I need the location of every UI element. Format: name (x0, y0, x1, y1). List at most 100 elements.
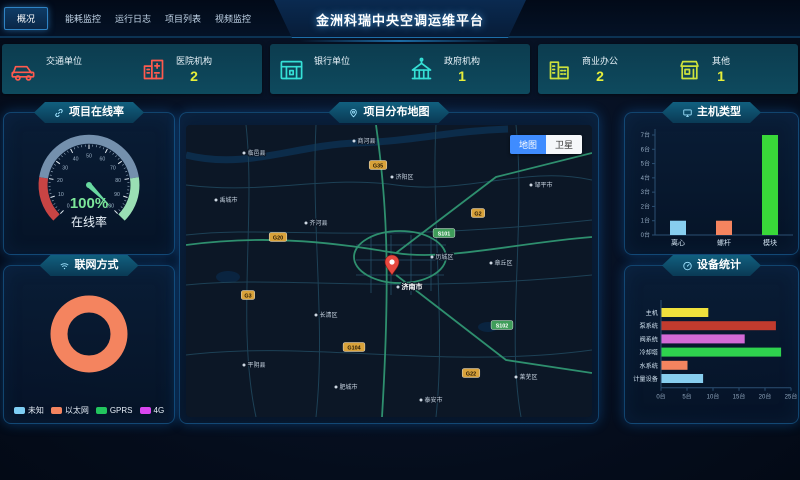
road-badge-G35: G35 (368, 160, 387, 170)
map-place-章丘区: 章丘区 (489, 258, 514, 268)
legend-swatch (13, 407, 25, 414)
svg-text:1台: 1台 (641, 217, 650, 225)
map-place-济阳区: 济阳区 (390, 172, 415, 182)
map-place-长清区: 长清区 (314, 310, 339, 320)
stat-value: 1 (458, 68, 466, 84)
svg-text:20: 20 (57, 178, 63, 184)
nav-tab-1[interactable]: 概况 (4, 6, 49, 30)
svg-text:10台: 10台 (707, 393, 720, 401)
gauge-needle (87, 183, 112, 208)
network-donut-chart (50, 295, 128, 373)
map-pin-icon (349, 108, 359, 118)
stat-card-1: 交通单位 医院机构 2 (2, 44, 262, 94)
legend-item-GPRS[interactable]: GPRS (95, 405, 133, 416)
svg-text:25台: 25台 (785, 393, 798, 401)
road-badge-G20: G20 (268, 232, 287, 242)
wifi-icon (60, 261, 70, 271)
svg-text:S102: S102 (496, 323, 509, 329)
panel-online-rate: 项目在线率 0 10 20 30 40 50 60 70 80 90 100 100% 在线率 (3, 112, 175, 255)
link-icon (54, 108, 64, 118)
legend-label: 以太网 (64, 406, 89, 415)
legend-label: GPRS (109, 406, 133, 415)
legend-label: 4G (153, 406, 165, 415)
gauge-caption: 在线率 (71, 214, 107, 229)
map-place-济南市: 济南市 (396, 281, 424, 292)
nav-tabs: 概况 能耗监控 运行日志 项目列表 视频监控 (4, 0, 258, 36)
nav-tab-4[interactable]: 项目列表 (165, 13, 202, 24)
road-badge-S102: S102 (490, 320, 514, 330)
svg-text:30: 30 (62, 165, 68, 171)
legend-item-未知[interactable]: 未知 (13, 405, 44, 416)
svg-text:G3: G3 (244, 293, 251, 299)
map-place-禹城市: 禹城市 (214, 195, 239, 205)
hospital-icon (140, 56, 167, 83)
stat-cards: 交通单位 医院机构 2 银行单位 政府机构 1 商业办公 2 其他 1 (2, 44, 798, 94)
device-bar-计量设备 (661, 374, 704, 383)
nav-tab-3[interactable]: 运行日志 (115, 13, 152, 24)
legend-item-以太网[interactable]: 以太网 (50, 405, 89, 416)
map-minor-roads (186, 125, 592, 417)
svg-text:10: 10 (58, 192, 64, 198)
map-place-邹平市: 邹平市 (529, 180, 554, 190)
monitor-icon (682, 108, 692, 118)
title-underline (300, 40, 500, 42)
svg-text:5台: 5台 (682, 393, 691, 401)
host-category-label: 模块 (763, 238, 777, 247)
panel-network-type: 联网方式 未知 以太网 GPRS 4G (3, 265, 175, 424)
map-layer-button-卫星[interactable]: 卫星 (545, 135, 582, 154)
svg-text:0台: 0台 (641, 231, 650, 239)
svg-text:6台: 6台 (641, 145, 650, 153)
svg-text:2台: 2台 (641, 202, 650, 210)
nav-tab-5[interactable]: 视频监控 (215, 13, 252, 24)
gauge-value: 100% (70, 195, 108, 212)
road-badge-G104: G104 (342, 342, 366, 352)
panel-host-type: 主机类型 0台 1台 2台 3台 4台 5台 6台 7台 离心 螺杆 模块 (624, 112, 799, 255)
device-bar-冷却塔 (661, 347, 782, 357)
panel-project-map-title: 项目分布地图 (329, 102, 450, 123)
panel-device-stats: 设备统计 主机 泵系统 阀系统 冷却塔 水系统 计量设备 0台 5台 10台 15台 20台 25台 (624, 265, 799, 424)
svg-text:章丘区: 章丘区 (495, 259, 513, 267)
stat-item-交通单位: 交通单位 (2, 54, 132, 84)
road-badge-G3: G3 (241, 290, 255, 300)
svg-text:0台: 0台 (656, 393, 665, 401)
map-project-marker[interactable] (384, 254, 400, 276)
stat-card-3: 商业办公 2 其他 1 (538, 44, 798, 94)
host-category-label: 离心 (671, 238, 685, 247)
panel-title-text: 项目在线率 (69, 106, 124, 118)
map-place-齐河县: 齐河县 (304, 218, 329, 228)
svg-text:7台: 7台 (641, 131, 650, 139)
map-place-肥城市: 肥城市 (334, 382, 359, 392)
road-badge-G22: G22 (462, 368, 481, 378)
svg-text:3台: 3台 (641, 188, 650, 196)
panel-device-stats-title: 设备统计 (662, 255, 761, 276)
host-bar-模块 (762, 135, 778, 235)
stat-label: 医院机构 (176, 56, 213, 66)
svg-text:禹城市: 禹城市 (220, 196, 238, 204)
legend-item-4G[interactable]: 4G (139, 405, 165, 416)
device-category-label: 冷却塔 (639, 349, 658, 357)
panel-network-type-title: 联网方式 (40, 255, 139, 276)
map-layer-button-地图[interactable]: 地图 (509, 135, 546, 154)
host-bar-离心 (670, 220, 686, 235)
network-legend: 未知 以太网 GPRS 4G (4, 405, 174, 416)
panel-title-text: 设备统计 (697, 259, 741, 271)
svg-text:G104: G104 (347, 345, 360, 351)
device-category-label: 计量设备 (633, 375, 659, 383)
nav-tab-2[interactable]: 能耗监控 (65, 13, 102, 24)
map-place-历城区: 历城区 (430, 253, 455, 262)
map-road-badges: G20 G35 G2 G3 S101 S102 G104 G22 (241, 160, 514, 378)
svg-text:临邑县: 临邑县 (248, 149, 266, 157)
svg-text:泰安市: 泰安市 (425, 396, 443, 404)
stat-value (46, 68, 82, 84)
svg-text:60: 60 (100, 157, 106, 163)
legend-swatch (95, 407, 107, 414)
map-canvas[interactable]: 地图 卫星 (186, 125, 592, 417)
device-bar-水系统 (661, 360, 688, 370)
svg-text:肥城市: 肥城市 (340, 383, 358, 391)
page-title: 金洲科瑞中央空调运维平台 (274, 0, 526, 38)
map-layer-controls: 地图 卫星 (509, 135, 582, 154)
svg-text:G35: G35 (373, 163, 383, 169)
svg-text:70: 70 (110, 165, 116, 171)
